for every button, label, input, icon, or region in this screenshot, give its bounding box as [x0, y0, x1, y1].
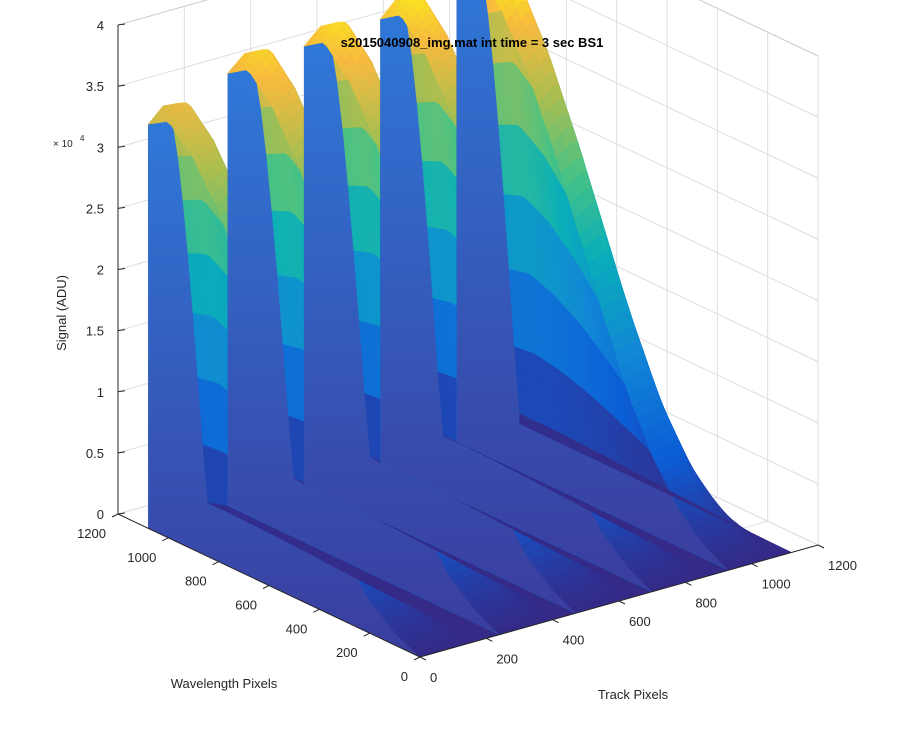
surface-tracks [147, 0, 793, 658]
z-tick-mark [117, 206, 126, 209]
surface-patch [403, 0, 411, 4]
y-tick-label: 600 [235, 598, 257, 613]
z-tick-mark [117, 23, 126, 26]
y-axis-label: Wavelength Pixels [171, 676, 278, 691]
y-tick-label: 0 [401, 669, 408, 684]
y-tick-mark [262, 585, 270, 589]
x-tick-label: 800 [695, 595, 717, 610]
x-tick-label: 1200 [828, 558, 857, 573]
y-tick-mark [413, 656, 421, 661]
box-edge [117, 0, 209, 26]
y-tick-mark [162, 537, 169, 542]
surface-patch [394, 0, 404, 6]
x-tick-mark [618, 600, 626, 605]
surface-slope [537, 422, 543, 435]
x-axis-label: Track Pixels [598, 687, 669, 702]
surface-slope [551, 428, 557, 442]
z-exponent-base: × 10 [53, 139, 73, 150]
z-tick-label: 0.5 [86, 446, 104, 461]
z-tick-label: 2.5 [86, 201, 104, 216]
x-tick-label: 1000 [762, 577, 791, 592]
grid-line [117, 0, 426, 87]
z-tick-mark [117, 451, 126, 454]
x-tick-label: 200 [496, 651, 518, 666]
y-tick-label: 1200 [77, 526, 106, 541]
z-tick-mark [117, 329, 126, 332]
surface-slope [533, 419, 539, 433]
z-tick-label: 2 [97, 263, 104, 278]
z-tick-label: 0 [97, 507, 104, 522]
grid-line [569, 0, 819, 118]
z-tick-label: 3 [97, 140, 104, 155]
y-tick-mark [313, 608, 320, 613]
y-tick-label: 400 [286, 621, 308, 636]
x-tick-label: 400 [563, 633, 585, 648]
z-tick-mark [117, 84, 126, 87]
x-tick-mark [552, 619, 559, 624]
surface-slope [542, 424, 548, 437]
surface-slope [569, 437, 575, 450]
z-tick-label: 1.5 [86, 324, 104, 339]
box-edge [698, 0, 819, 57]
z-exponent-power: 4 [80, 134, 85, 143]
y-tick-label: 800 [185, 574, 207, 589]
y-tick-mark [111, 513, 119, 518]
surface-slope [560, 433, 566, 446]
surface-slope [564, 435, 570, 448]
x-tick-mark [685, 581, 692, 586]
x-tick-label: 600 [629, 614, 651, 629]
y-tick-mark [363, 632, 370, 637]
surface-slope [555, 430, 561, 444]
z-tick-label: 1 [97, 385, 104, 400]
z-exponent: × 10 4 [53, 134, 85, 150]
y-tick-mark [212, 561, 219, 566]
surface-slope [523, 415, 529, 429]
y-tick-label: 1000 [127, 550, 156, 565]
chart-title: s2015040908_img.mat int time = 3 sec BS1 [341, 35, 604, 50]
surface-slope [546, 426, 552, 440]
x-tick-mark [486, 637, 493, 642]
z-tick-mark [117, 145, 126, 148]
z-tick-mark [117, 390, 126, 393]
surface-patch [390, 0, 400, 7]
x-tick-label: 0 [430, 670, 437, 685]
z-axis-label: Signal (ADU) [54, 275, 69, 351]
x-tick-mark [817, 544, 825, 549]
x-tick-mark [751, 563, 758, 568]
y-tick-label: 200 [336, 645, 358, 660]
z-tick-mark [117, 268, 126, 270]
surface-patch [408, 0, 418, 6]
surface-slope [519, 413, 525, 427]
grid-line [515, 34, 819, 179]
surface-patch [399, 0, 407, 5]
x-tick-mark [419, 656, 427, 661]
z-tick-label: 4 [97, 18, 104, 33]
z-tick-mark [117, 512, 126, 515]
surface-slope [528, 417, 534, 431]
z-tick-label: 3.5 [86, 79, 104, 94]
